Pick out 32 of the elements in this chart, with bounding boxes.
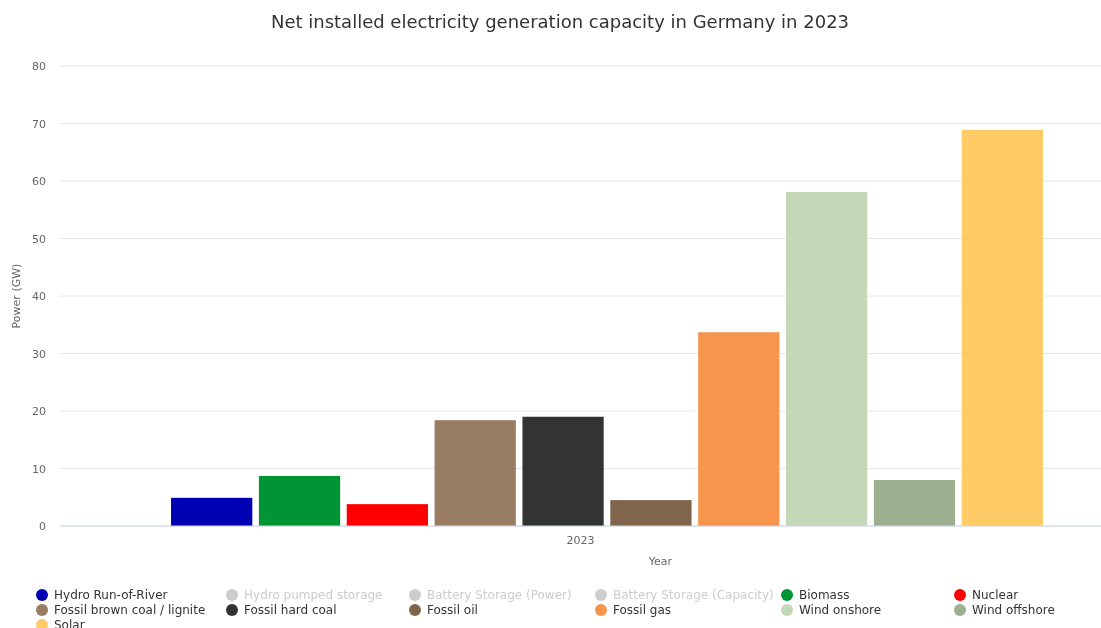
legend-label: Fossil oil (427, 603, 478, 617)
y-tick-label: 50 (32, 232, 46, 246)
y-tick-label: 80 (32, 60, 46, 73)
bar (346, 504, 429, 526)
bar (522, 416, 604, 526)
y-tick-label: 0 (39, 520, 46, 533)
bar (961, 129, 1043, 526)
bar (610, 500, 692, 526)
y-tick-label: 40 (32, 290, 46, 303)
y-axis-title: Power (GW) (10, 263, 23, 329)
legend-label: Biomass (799, 588, 850, 602)
legend-label: Nuclear (972, 588, 1019, 602)
legend-label: Hydro Run-of-River (54, 588, 168, 602)
bar (434, 420, 516, 526)
legend-label: Fossil gas (613, 603, 672, 617)
legend-label: Wind onshore (799, 603, 882, 617)
bar (171, 497, 253, 526)
y-tick-label: 20 (32, 405, 46, 418)
y-tick-label: 30 (32, 347, 46, 361)
y-tick-label: 10 (32, 462, 46, 476)
y-tick-label: 70 (32, 117, 46, 131)
bar (258, 475, 341, 526)
chart-title: Net installed electricity generation capacity in Germany in 2023 (270, 11, 850, 32)
legend-label: Wind offshore (972, 603, 1055, 617)
bar (698, 332, 780, 526)
bar (873, 480, 956, 526)
legend-label: Fossil hard coal (244, 603, 337, 617)
legend-label: Fossil brown coal / lignite (54, 603, 206, 617)
x-axis-title: Year (647, 555, 673, 568)
bar (785, 191, 868, 526)
y-tick-label: 60 (32, 175, 46, 188)
x-tick-label: 2023 (566, 534, 595, 547)
